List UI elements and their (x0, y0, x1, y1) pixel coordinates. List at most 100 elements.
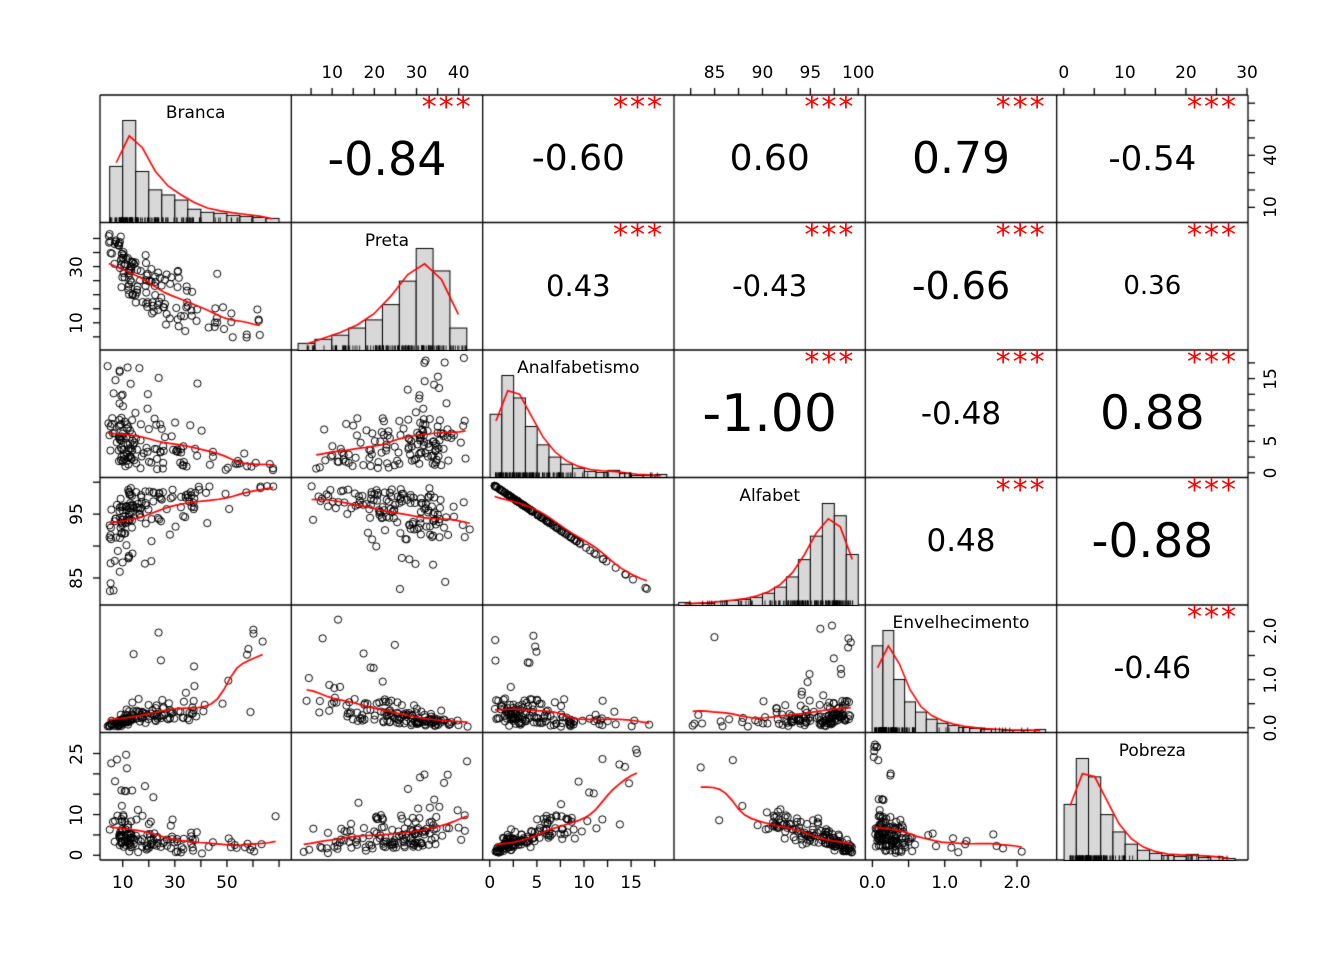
scatter-canvas (100, 605, 292, 733)
axis-tick-label: 1.0 (1261, 666, 1281, 694)
axis-tick-label: 95 (799, 63, 822, 83)
panel-hist-pobreza: Pobreza (1056, 732, 1249, 861)
scatter-canvas (291, 732, 484, 861)
panel-corr-analfabetismo-alfabet: *** -1.00 (674, 345, 865, 478)
correlation-value: -1.00 (702, 383, 837, 444)
correlation-value: 0.79 (912, 133, 1010, 185)
axis-tick-label: 50 (216, 873, 238, 893)
axis-tick-label: 10 (1114, 63, 1136, 83)
panel-corr-branca-envelhecimento: *** 0.79 (865, 90, 1056, 223)
panel-corr-preta-alfabet: *** -0.43 (674, 218, 865, 351)
scatter-canvas (482, 605, 675, 733)
panel-corr-branca-alfabet: *** 0.60 (674, 90, 865, 223)
axis-tick-label: 95 (67, 503, 87, 525)
variable-label: Analfabetismo (517, 358, 640, 378)
histogram-canvas (100, 95, 292, 223)
axis-tick-label: 2.0 (1003, 873, 1031, 893)
axis-tick-label: 40 (447, 63, 470, 83)
axis-tick-label: 90 (751, 63, 774, 83)
axis-tick-label: 85 (67, 567, 87, 589)
panel-scatter-alfabet-vs-analfabetismo (482, 477, 675, 606)
panel-hist-alfabet: Alfabet (674, 477, 866, 606)
significance-stars: *** (995, 90, 1047, 125)
panel-scatter-envelhecimento-vs-branca (100, 605, 292, 733)
panel-corr-preta-analfabetismo: *** 0.43 (483, 218, 674, 351)
panel-corr-envelhecimento-pobreza: *** -0.46 (1057, 600, 1248, 733)
significance-stars: *** (995, 345, 1047, 380)
correlation-value: -0.54 (1108, 138, 1197, 179)
scatter-canvas (674, 732, 866, 861)
panel-corr-branca-preta: *** -0.84 (291, 90, 482, 223)
panel-scatter-analfabetismo-vs-branca (100, 350, 292, 478)
axis-tick-label: 0 (1058, 63, 1070, 83)
significance-stars: *** (612, 217, 664, 253)
axis-tick-label: 20 (363, 63, 386, 83)
significance-stars: *** (1186, 90, 1238, 125)
scatter-canvas (100, 477, 292, 606)
variable-label: Alfabet (739, 485, 800, 506)
panel-scatter-alfabet-vs-preta (291, 477, 484, 606)
variable-label: Pobreza (1118, 740, 1186, 761)
axis-tick-label: 30 (67, 255, 87, 278)
panel-scatter-preta-vs-branca (100, 222, 292, 351)
panel-hist-branca: Branca (100, 95, 292, 223)
scatter-canvas (100, 222, 292, 351)
axis-tick-label: 30 (405, 63, 428, 83)
correlation-value: 0.43 (546, 269, 611, 304)
panel-hist-analfabetismo: Analfabetismo (482, 350, 675, 478)
correlation-value: 0.48 (926, 523, 996, 560)
scatter-canvas (100, 732, 292, 861)
axis-tick-label: 10 (1261, 196, 1281, 219)
correlation-value: 0.60 (729, 138, 810, 180)
panel-hist-envelhecimento: Envelhecimento (865, 605, 1058, 733)
axis-tick-label: 15 (620, 873, 642, 893)
panel-corr-alfabet-envelhecimento: *** 0.48 (865, 473, 1056, 606)
axis-tick-label: 0.0 (858, 873, 886, 893)
significance-stars: *** (421, 90, 473, 125)
panel-corr-alfabet-pobreza: *** -0.88 (1057, 473, 1248, 606)
histogram-canvas (674, 477, 866, 606)
axis-tick-label: 0.0 (1261, 714, 1281, 742)
axis-tick-label: 20 (1175, 63, 1197, 83)
panel-scatter-pobreza-vs-branca (100, 732, 292, 861)
axis-tick-label: 5 (1261, 435, 1281, 447)
axis-tick-label: 0 (484, 873, 496, 893)
variable-label: Preta (364, 230, 410, 251)
axis-tick-label: 40 (1261, 144, 1281, 167)
histogram-canvas (482, 350, 675, 478)
correlation-value: 0.36 (1123, 271, 1182, 302)
axis-tick-label: 1.0 (931, 873, 959, 893)
axis-tick-label: 25 (67, 742, 87, 765)
axis-tick-label: 5 (531, 873, 543, 893)
significance-stars: *** (804, 90, 856, 125)
panel-scatter-pobreza-vs-preta (291, 732, 484, 861)
histogram-canvas (865, 605, 1058, 733)
correlation-value: -0.88 (1091, 513, 1214, 569)
axis-tick-label: 10 (573, 873, 595, 893)
scatter-canvas (674, 605, 866, 733)
correlation-value: -0.66 (911, 264, 1011, 309)
axis-tick-label: 0 (67, 849, 87, 861)
correlation-value: -0.48 (920, 395, 1002, 432)
axis-tick-label: 10 (67, 803, 87, 826)
scatter-canvas (482, 477, 675, 606)
significance-stars: *** (804, 217, 856, 253)
significance-stars: *** (1186, 345, 1238, 380)
scatter-canvas (291, 477, 484, 606)
axis-tick-label: 0 (1261, 467, 1281, 479)
panel-scatter-envelhecimento-vs-preta (291, 605, 484, 733)
axis-tick-label: 15 (1261, 367, 1281, 390)
significance-stars: *** (612, 90, 664, 125)
panel-scatter-alfabet-vs-branca (100, 477, 292, 606)
correlation-value: -0.46 (1113, 651, 1192, 687)
axis-tick-label: 2.0 (1261, 617, 1281, 645)
panel-scatter-envelhecimento-vs-alfabet (674, 605, 866, 733)
axis-tick-label: 10 (67, 311, 87, 334)
scatter-canvas (865, 732, 1058, 861)
panel-corr-branca-analfabetismo: *** -0.60 (483, 90, 674, 223)
correlation-value: 0.88 (1099, 386, 1205, 442)
correlation-value: -0.84 (327, 131, 447, 186)
significance-stars: *** (995, 472, 1047, 508)
axis-tick-label: 30 (163, 873, 186, 893)
